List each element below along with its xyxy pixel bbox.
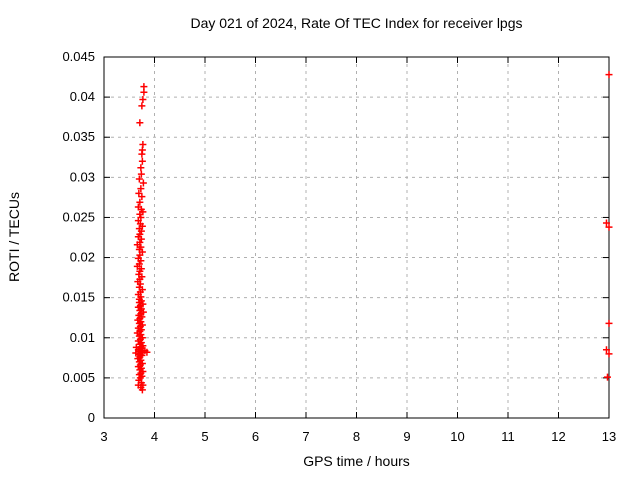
data-point-marker (136, 251, 144, 259)
data-point-marker (136, 210, 144, 218)
data-point-marker (602, 219, 610, 227)
x-tick-label: 12 (551, 429, 565, 444)
x-tick-label: 5 (201, 429, 208, 444)
x-tick-label: 9 (403, 429, 410, 444)
data-point-marker (133, 262, 141, 270)
data-point-marker (138, 150, 146, 158)
y-tick-label: 0.045 (62, 49, 95, 64)
data-point-marker (137, 257, 145, 265)
data-point-marker (138, 157, 146, 165)
data-point-marker (137, 235, 145, 243)
data-point-marker (605, 319, 613, 327)
x-tick-label: 8 (353, 429, 360, 444)
data-point-marker (140, 88, 148, 96)
x-axis-label: GPS time / hours (303, 453, 410, 469)
data-point-marker (605, 350, 613, 358)
chart-title: Day 021 of 2024, Rate Of TEC Index for r… (190, 15, 523, 31)
y-tick-label: 0.005 (62, 370, 95, 385)
data-point-marker (133, 241, 141, 249)
data-point-marker (605, 71, 613, 79)
data-point-marker (136, 307, 144, 315)
data-point-marker (605, 223, 613, 231)
data-point-marker (136, 198, 144, 206)
y-tick-label: 0.025 (62, 209, 95, 224)
x-tick-label: 6 (252, 429, 259, 444)
x-tick-label: 4 (151, 429, 158, 444)
data-point-marker (138, 193, 146, 201)
data-point-marker (137, 164, 145, 172)
x-tick-label: 10 (450, 429, 464, 444)
data-point-marker (602, 346, 610, 354)
y-tick-label: 0 (88, 410, 95, 425)
y-tick-label: 0.03 (70, 169, 95, 184)
plot-border (103, 56, 610, 419)
y-tick-label: 0.015 (62, 290, 95, 305)
y-tick-label: 0.035 (62, 129, 95, 144)
data-point-marker (136, 267, 144, 275)
data-point-marker (603, 373, 611, 381)
x-tick-label: 3 (100, 429, 107, 444)
data-point-marker (138, 386, 146, 394)
data-point-marker (137, 185, 145, 193)
data-point-marker (136, 280, 144, 288)
y-tick-label: 0.04 (70, 89, 95, 104)
y-axis-label: ROTI / TECUs (6, 192, 22, 282)
data-point-marker (139, 96, 147, 104)
data-point-marker (137, 170, 145, 178)
y-tick-label: 0.02 (70, 250, 95, 265)
data-point-marker (135, 175, 143, 183)
x-tick-label: 11 (501, 429, 515, 444)
data-point-marker (138, 102, 146, 110)
data-point-marker (137, 227, 145, 235)
data-point-marker (135, 298, 143, 306)
data-point-marker (136, 119, 144, 127)
x-tick-label: 13 (602, 429, 616, 444)
data-point-marker (139, 179, 147, 187)
x-tick-label: 7 (302, 429, 309, 444)
y-tick-label: 0.01 (70, 330, 95, 345)
